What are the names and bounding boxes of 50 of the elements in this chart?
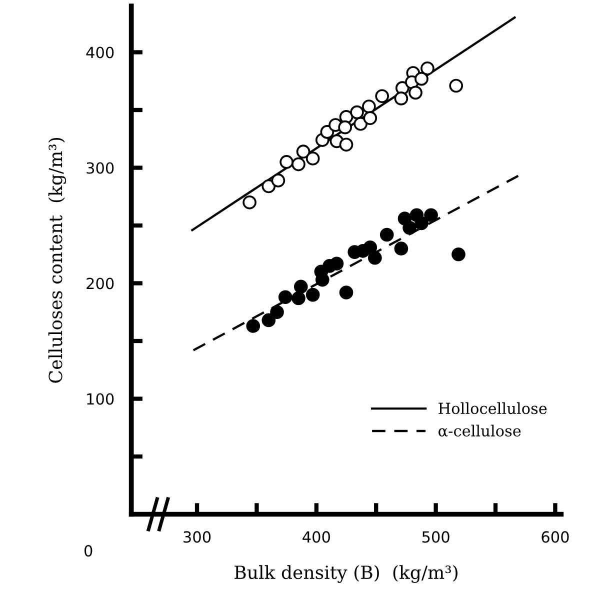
point (262, 179, 276, 194)
point (380, 228, 394, 242)
y-tick-label: 300 (86, 162, 114, 174)
y-tick-label: 100 (87, 393, 114, 405)
point (294, 280, 308, 294)
text: 0 (84, 545, 92, 557)
point (452, 247, 466, 262)
point (394, 92, 408, 106)
point (330, 256, 344, 271)
point (414, 216, 428, 230)
y-axis-title: Celluloses content (kg/m³) (48, 138, 66, 383)
point (408, 86, 422, 100)
point (262, 313, 276, 328)
point (292, 157, 306, 172)
point (350, 105, 364, 120)
y-tick-label: 200 (86, 278, 114, 290)
point (306, 288, 320, 302)
point (242, 195, 256, 210)
point (375, 89, 389, 104)
point (246, 319, 260, 333)
point (394, 242, 408, 256)
legend-label: α-cellulose (438, 424, 521, 437)
point (354, 116, 368, 131)
point (420, 62, 434, 76)
x-tick-label: 300 (184, 531, 211, 543)
x-axis-title: Bulk density (B) (kg/m³) (234, 565, 458, 583)
point (292, 291, 306, 306)
point (414, 72, 428, 86)
point (338, 120, 352, 134)
point (270, 305, 284, 320)
point (339, 286, 354, 300)
point (280, 155, 294, 169)
x-tick-label: 600 (542, 531, 569, 543)
point (278, 290, 292, 304)
point (362, 100, 376, 114)
point (424, 208, 438, 222)
point (296, 144, 310, 158)
point (306, 152, 320, 166)
point (363, 240, 378, 254)
x-tick-label: 400 (302, 531, 330, 543)
point (368, 250, 382, 265)
x-tick-label: 500 (422, 531, 450, 543)
point (402, 220, 416, 235)
y-tick-label: 400 (86, 46, 114, 58)
point (449, 78, 464, 93)
point (339, 138, 354, 152)
point (363, 111, 378, 126)
point (315, 272, 330, 287)
point (271, 174, 286, 188)
legend-label: Hollocellulose (438, 402, 547, 414)
